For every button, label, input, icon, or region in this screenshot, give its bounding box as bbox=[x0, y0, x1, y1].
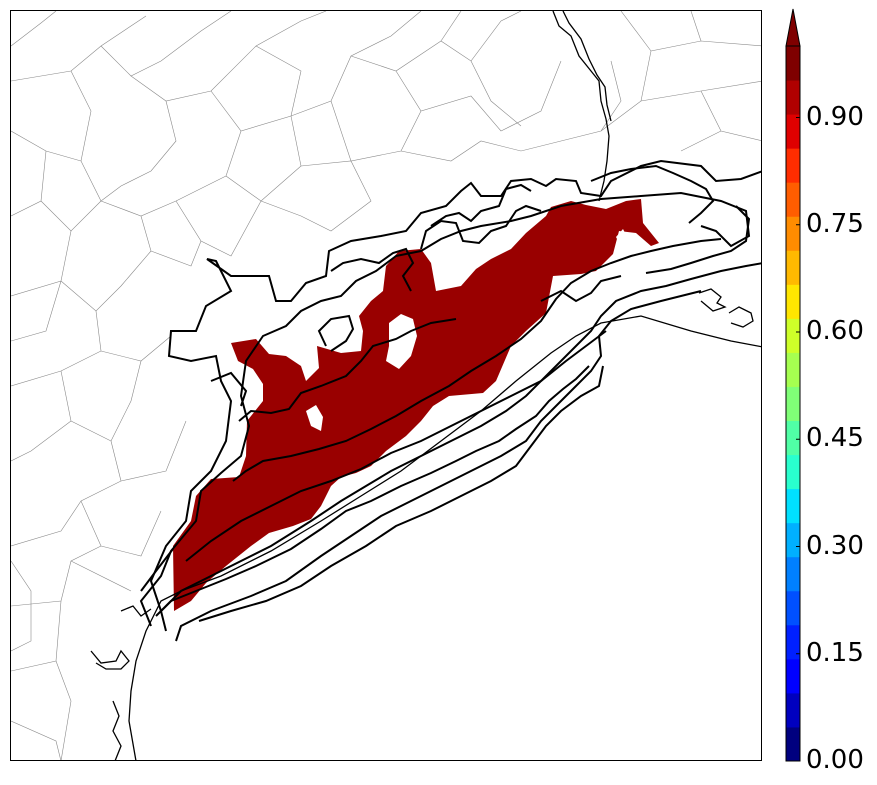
map-canvas bbox=[11, 11, 761, 760]
colorbar-segment bbox=[786, 590, 800, 626]
colorbar-tick-label: 0.15 bbox=[806, 637, 864, 668]
colorbar bbox=[785, 8, 801, 762]
colorbar-tick-label: 0.90 bbox=[806, 101, 864, 132]
fill-hole bbox=[616, 229, 629, 247]
colorbar-segment bbox=[786, 624, 800, 660]
colorbar-segment bbox=[786, 352, 800, 387]
colorbar-tick-label: 0.75 bbox=[806, 208, 864, 239]
colorbar-segment bbox=[786, 386, 800, 422]
colorbar-segment bbox=[786, 114, 800, 149]
colorbar-segment bbox=[786, 556, 800, 592]
colorbar-segment bbox=[786, 454, 800, 490]
colorbar-tick-label: 0.30 bbox=[806, 530, 864, 561]
colorbar-segment bbox=[786, 80, 800, 115]
colorbar-segment bbox=[786, 216, 800, 251]
ensemble-contours bbox=[139, 159, 761, 642]
colorbar-tick-label: 0.00 bbox=[806, 745, 864, 775]
colorbar-segment bbox=[786, 148, 800, 183]
colorbar-segment bbox=[786, 488, 800, 524]
colorbar-segment bbox=[786, 318, 800, 353]
colorbar-segment bbox=[786, 46, 800, 81]
coastline bbox=[90, 11, 761, 760]
colorbar-segment bbox=[786, 420, 800, 456]
county-boundaries bbox=[11, 11, 761, 760]
colorbar-segment bbox=[786, 658, 800, 694]
colorbar-segment bbox=[786, 250, 800, 285]
colorbar-outline bbox=[785, 45, 801, 762]
probability-map bbox=[10, 10, 762, 761]
colorbar-segment bbox=[786, 182, 800, 217]
colorbar-tick-label: 0.45 bbox=[806, 423, 864, 454]
colorbar-segment bbox=[786, 522, 800, 558]
colorbar-segment bbox=[786, 726, 800, 762]
fill-hole bbox=[306, 405, 323, 431]
colorbar-segment bbox=[786, 692, 800, 728]
fill-hole bbox=[386, 314, 417, 369]
colorbar-segment bbox=[786, 284, 800, 319]
colorbar-extend-arrow bbox=[785, 8, 801, 47]
colorbar-tick-label: 0.60 bbox=[806, 316, 864, 346]
